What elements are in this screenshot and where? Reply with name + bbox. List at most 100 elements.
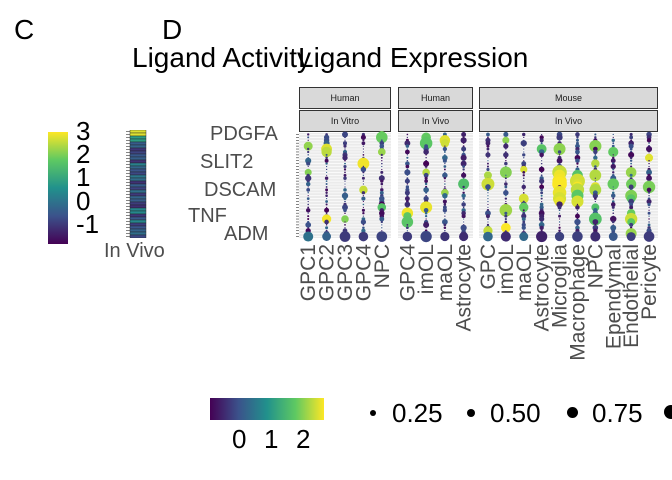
expression-dot [594, 154, 597, 156]
ligand-label: TNF [188, 205, 227, 227]
expression-dot [648, 221, 650, 223]
expression-dot [612, 197, 615, 200]
expression-dot [504, 185, 508, 189]
expression-dot [486, 162, 489, 165]
expression-dot [343, 173, 347, 177]
expression-dot [594, 133, 597, 136]
expression-dot [307, 192, 309, 194]
expression-dot [571, 195, 584, 208]
expression-dot [523, 151, 525, 153]
expression-dot [540, 194, 543, 197]
expression-dot [442, 193, 448, 199]
expression-dot [378, 175, 385, 182]
expression-dot [648, 191, 651, 194]
expression-dot [504, 217, 507, 221]
expression-dot [444, 145, 446, 147]
expression-dot [380, 170, 384, 174]
expression-dot [610, 215, 617, 223]
panel-label-d: D [162, 14, 183, 45]
expression-dot [522, 171, 526, 174]
expression-dot [444, 162, 446, 165]
x-category-label: Endothelial [620, 244, 643, 348]
expression-dot [344, 162, 346, 165]
expression-dot [362, 183, 365, 185]
x-category-label: Macrophage [566, 244, 589, 361]
expression-dot [625, 178, 637, 190]
expression-dot [558, 209, 561, 212]
expression-dot [406, 154, 409, 156]
expression-dot [419, 136, 433, 150]
expression-dot [360, 166, 367, 173]
expression-dot [405, 185, 410, 189]
expression-dot [404, 169, 411, 176]
expression-dot [343, 168, 347, 171]
expression-legend-tick-2: 2 [296, 424, 311, 454]
expression-dot [576, 162, 579, 165]
expression-dot [406, 230, 408, 232]
expression-dot [325, 212, 328, 215]
expression-dot [647, 211, 651, 215]
expression-dot [406, 226, 409, 230]
expression-dot [381, 227, 383, 229]
expression-dot [325, 186, 328, 188]
expression-dot [505, 160, 507, 162]
expression-dot [500, 231, 511, 242]
expression-dot [485, 140, 491, 146]
expression-dot [325, 183, 328, 186]
expression-dot [594, 136, 597, 139]
expression-dot [362, 195, 365, 197]
expression-dot [612, 142, 615, 145]
expression-dot [487, 203, 489, 206]
expression-dot [522, 132, 526, 137]
expression-dot [324, 158, 329, 163]
expression-dot [628, 198, 634, 205]
expression-dot [518, 193, 529, 204]
expression-dot [487, 200, 489, 203]
expression-dot [424, 214, 428, 218]
expression-dot [558, 212, 561, 214]
expression-dot [541, 183, 543, 185]
expression-dot [522, 177, 525, 180]
expression-dot [444, 180, 446, 182]
expression-dot [504, 177, 507, 180]
expression-dot [305, 157, 312, 164]
expression-dot [558, 229, 561, 232]
expression-dot [342, 204, 348, 211]
expression-dot [344, 223, 346, 226]
expression-dot [504, 156, 507, 159]
expression-dot [460, 154, 467, 161]
expression-dot [325, 226, 329, 230]
expression-dot [406, 156, 409, 159]
expression-dot [361, 176, 365, 180]
expression-dot [611, 191, 615, 195]
expression-dot [325, 171, 328, 173]
facet-strip-human-vivo-context: In Vivo [398, 110, 473, 132]
expression-dot [444, 198, 446, 200]
expression-dot [362, 200, 365, 203]
expression-dot [406, 133, 409, 136]
expression-dot [344, 139, 346, 141]
expression-dot [307, 150, 310, 154]
expression-dot [541, 157, 543, 159]
expression-dot [576, 212, 579, 214]
expression-dot [361, 196, 366, 201]
expression-dot [612, 212, 615, 215]
expression-dot [461, 132, 467, 137]
expression-dot [519, 202, 529, 213]
expression-dot [362, 215, 365, 217]
expression-dot [377, 203, 387, 212]
expression-dot [627, 218, 636, 226]
expression-dot [522, 209, 525, 212]
expression-dot [325, 156, 328, 160]
expression-dot [610, 224, 617, 231]
expression-dot [521, 213, 527, 219]
expression-dot [642, 180, 656, 194]
ligand-activity-title: Ligand Activity [132, 42, 311, 73]
expression-dot [646, 169, 652, 176]
expression-dot [324, 176, 329, 180]
expression-dot [540, 142, 543, 145]
expression-dot [379, 190, 384, 195]
expression-dot [325, 165, 328, 168]
expression-dot [362, 224, 365, 226]
expression-dot [307, 133, 310, 136]
